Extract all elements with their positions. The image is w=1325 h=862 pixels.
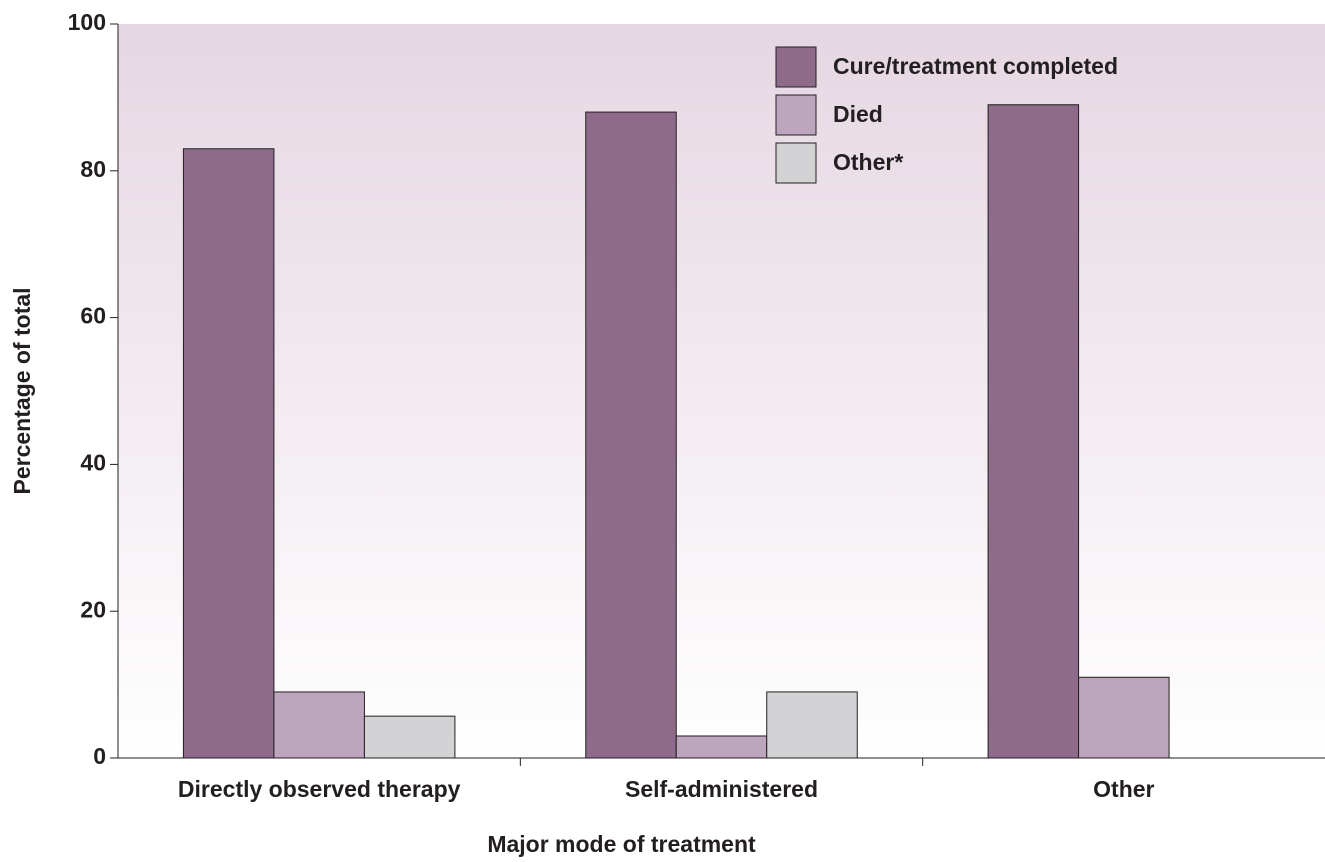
plot-background — [118, 24, 1325, 758]
legend-label: Cure/treatment completed — [833, 53, 1118, 79]
legend-swatch — [775, 46, 817, 88]
legend-swatch — [775, 94, 817, 136]
y-tick-label: 100 — [68, 9, 106, 35]
bar — [766, 691, 858, 759]
legend-swatch — [775, 142, 817, 184]
bar — [585, 111, 677, 759]
y-tick-label: 80 — [80, 156, 106, 182]
bar — [987, 104, 1080, 759]
bar — [675, 735, 768, 759]
x-tick-label: Other — [1093, 776, 1154, 802]
x-tick-label: Directly observed therapy — [178, 776, 461, 802]
y-tick-label: 40 — [80, 449, 106, 475]
bar — [363, 715, 456, 759]
bar — [182, 148, 275, 759]
x-tick-label: Self-administered — [625, 776, 818, 802]
y-tick-label: 20 — [80, 596, 106, 622]
bar — [1078, 676, 1170, 759]
bar — [273, 691, 365, 759]
y-tick-label: 0 — [93, 743, 106, 769]
y-tick-label: 60 — [80, 303, 106, 329]
x-axis-label: Major mode of treatment — [487, 831, 756, 857]
legend-label: Other* — [833, 149, 903, 175]
y-axis-label: Percentage of total — [9, 287, 35, 494]
legend-label: Died — [833, 101, 883, 127]
